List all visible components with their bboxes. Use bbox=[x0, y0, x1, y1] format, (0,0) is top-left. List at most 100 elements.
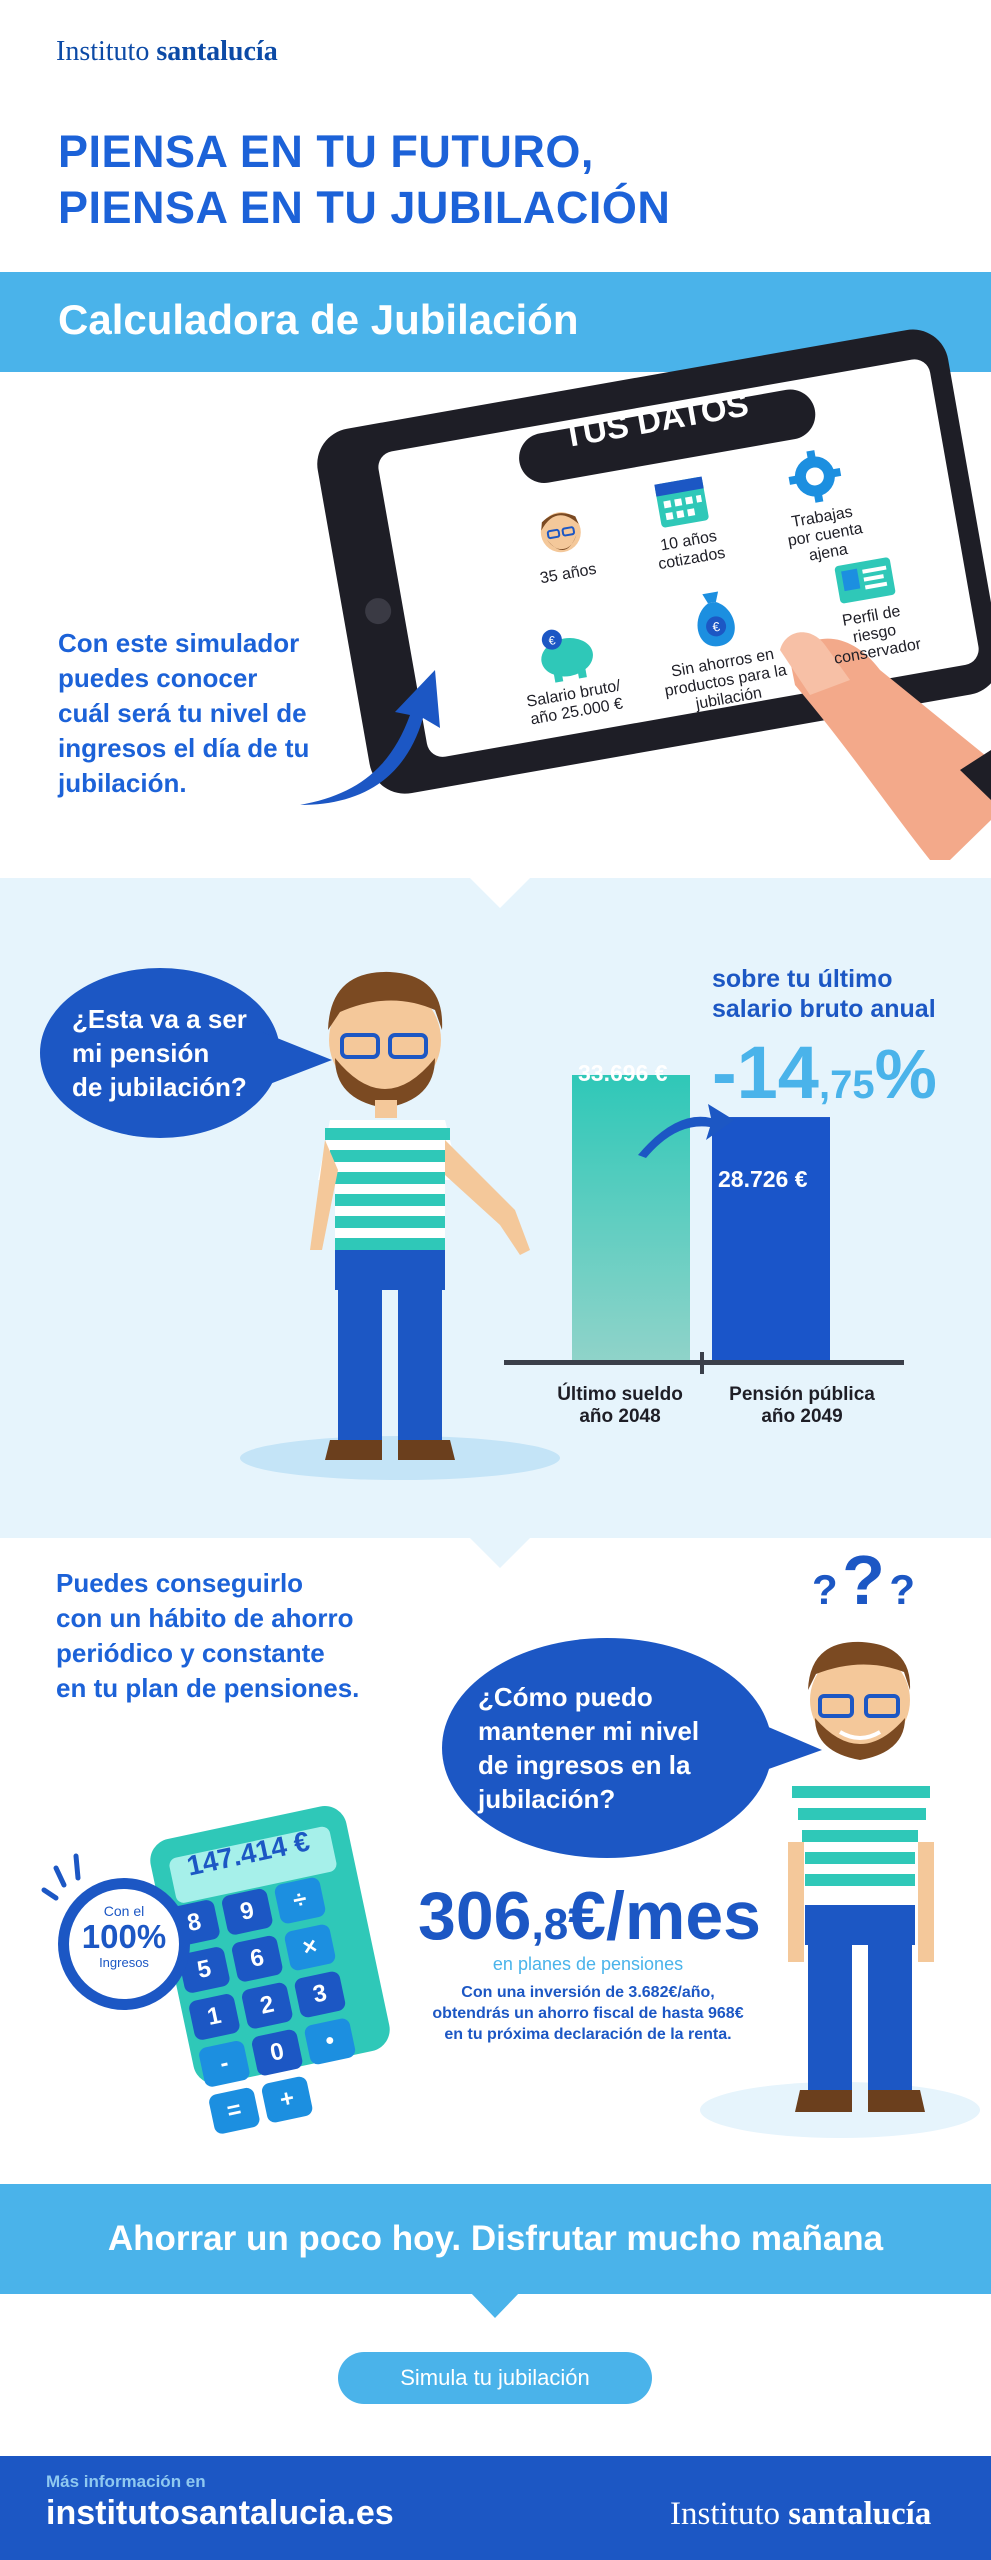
title-line-2: PIENSA EN TU JUBILACIÓN bbox=[58, 182, 671, 233]
question-mark-right: ? bbox=[889, 1566, 915, 1613]
pension-bar-chart bbox=[504, 1075, 904, 1374]
svg-text:€: € bbox=[548, 633, 557, 648]
bar2-category-label: Pensión pública año 2049 bbox=[712, 1384, 892, 1428]
bubble1-line-1: ¿Esta va a ser bbox=[72, 1004, 247, 1034]
calculator-key: - bbox=[197, 2039, 251, 2089]
title-line-1: PIENSA EN TU FUTURO, bbox=[58, 126, 594, 177]
bubble1-tail bbox=[262, 1032, 332, 1087]
badge-value: 100% bbox=[81, 1918, 167, 1955]
calculator-intro: Con este simulador puedes conocer cuál s… bbox=[58, 626, 309, 801]
calculator-title-band: Calculadora de Jubilación bbox=[0, 272, 991, 372]
calculator-key: 0 bbox=[250, 2028, 304, 2077]
bubble2-line-4: jubilación? bbox=[478, 1784, 616, 1814]
amount-main: 306 bbox=[418, 1878, 532, 1954]
calculator-key: 9 bbox=[220, 1887, 274, 1937]
brand-bold: santalucía bbox=[156, 36, 278, 67]
savings-lead-line-2: con un hábito de ahorro bbox=[56, 1603, 354, 1633]
amount-unit: €/mes bbox=[568, 1878, 761, 1954]
badge-bottom-text: Ingresos bbox=[99, 1955, 149, 1970]
calculator-key: 6 bbox=[230, 1934, 284, 1984]
calculator-key: × bbox=[283, 1923, 337, 1972]
gear-icon bbox=[788, 450, 842, 503]
svg-text:€: € bbox=[711, 619, 721, 635]
savings-lead-line-1: Puedes conseguirlo bbox=[56, 1568, 304, 1598]
piggy-bank-icon: € bbox=[541, 629, 593, 683]
pension-note-line-2: salario bruto anual bbox=[712, 995, 936, 1023]
calculator-key: 3 bbox=[293, 1970, 347, 2019]
tablet-item-employment: Trabajas por cuenta ajena bbox=[756, 439, 884, 571]
man-worried-illustration bbox=[240, 971, 560, 1480]
tablet-illustration bbox=[317, 329, 991, 860]
pension-change: -14,75% bbox=[712, 1030, 937, 1115]
income-badge: Con el 100% Ingresos bbox=[58, 1878, 190, 2010]
pension-question-bubble: ¿Esta va a ser mi pensión de jubilación? bbox=[40, 968, 280, 1138]
badge-rays-icon bbox=[41, 1853, 81, 1901]
calculator-key: 2 bbox=[240, 1981, 294, 2031]
intro-line-4: ingresos el día de tu bbox=[58, 733, 310, 763]
pension-change-unit: % bbox=[874, 1035, 937, 1113]
calculator-key: = bbox=[207, 2086, 261, 2136]
bar2-value-label: 28.726 € bbox=[718, 1166, 808, 1192]
intro-line-5: jubilación. bbox=[58, 768, 187, 798]
bar2-category-line-2: año 2049 bbox=[761, 1406, 843, 1427]
calculator-key: ÷ bbox=[273, 1876, 327, 1925]
header-brand: Instituto santalucía bbox=[56, 36, 278, 68]
pension-note-line-1: sobre tu último bbox=[712, 965, 893, 993]
bubble2-line-1: ¿Cómo puedo bbox=[478, 1682, 653, 1712]
pointer-arrow-icon bbox=[300, 670, 440, 805]
pension-change-main: -14 bbox=[712, 1031, 819, 1114]
bar1-category-line-2: año 2048 bbox=[579, 1406, 661, 1427]
bubble1-line-2: mi pensión bbox=[72, 1038, 210, 1068]
tablet-item-savings: € Sin ahorros en productos para la jubil… bbox=[636, 576, 805, 721]
slogan-notch bbox=[470, 2292, 520, 2318]
detail-line-3: en tu próxima declaración de la renta. bbox=[444, 2026, 732, 2043]
bar2-category-line-1: Pensión pública bbox=[729, 1384, 875, 1405]
question-mark-left: ? bbox=[812, 1566, 838, 1613]
slogan-band: Ahorrar un poco hoy. Disfrutar mucho mañ… bbox=[0, 2184, 991, 2294]
tablet-item-salary: € Salario bruto/ año 25.000 € bbox=[498, 614, 643, 732]
savings-lead: Puedes conseguirlo con un hábito de ahor… bbox=[56, 1566, 359, 1706]
trend-arrow-icon bbox=[638, 1104, 734, 1158]
bubble2-line-2: mantener mi nivel bbox=[478, 1716, 700, 1746]
id-card-icon bbox=[834, 557, 896, 604]
detail-line-2: obtendrás un ahorro fiscal de hasta 968€ bbox=[432, 2005, 744, 2022]
man-happy-illustration bbox=[700, 1641, 980, 2138]
chart-center-tick bbox=[700, 1352, 704, 1374]
savings-amount: 306,8€/mes bbox=[418, 1880, 761, 1971]
footer-brand: Instituto santalucía bbox=[670, 2496, 931, 2533]
bubble2-line-3: de ingresos en la bbox=[478, 1750, 691, 1780]
calculator-key: 1 bbox=[187, 1992, 242, 2042]
intro-line-3: cuál será tu nivel de bbox=[58, 698, 307, 728]
bar1-category-line-1: Último sueldo bbox=[557, 1384, 683, 1405]
page-title: PIENSA EN TU FUTURO, PIENSA EN TU JUBILA… bbox=[58, 124, 670, 236]
footer: Más información en institutosantalucia.e… bbox=[0, 2456, 991, 2560]
bar-1 bbox=[572, 1075, 690, 1360]
intro-line-1: Con este simulador bbox=[58, 628, 300, 658]
slogan-text: Ahorrar un poco hoy. Disfrutar mucho mañ… bbox=[107, 2219, 884, 2258]
section-notch-top bbox=[470, 878, 530, 908]
savings-lead-line-4: en tu plan de pensiones. bbox=[56, 1673, 360, 1703]
footer-url[interactable]: institutosantalucia.es bbox=[46, 2494, 394, 2532]
savings-question-bubble: ¿Cómo puedo mantener mi nivel de ingreso… bbox=[442, 1638, 772, 1858]
tablet-item-risk: Perfil de riesgo conservador bbox=[802, 545, 939, 671]
question-marks: ? ? ? bbox=[812, 1540, 915, 1620]
simulate-button[interactable]: Simula tu jubilación bbox=[338, 2352, 652, 2404]
tablet-item-contributed: 10 años cotizados bbox=[617, 462, 752, 578]
money-bag-icon: € bbox=[697, 591, 735, 647]
amount-subtitle: en planes de pensiones bbox=[492, 1954, 684, 1974]
detail-line-1: Con una inversión de 3.682€/año, bbox=[461, 1984, 715, 2001]
calculator-key: • bbox=[303, 2017, 357, 2066]
footer-brand-bold: santalucía bbox=[788, 2496, 932, 2532]
pension-note: sobre tu último salario bruto anual bbox=[712, 964, 936, 1024]
section-notch-2 bbox=[470, 1538, 530, 1568]
bar-2 bbox=[712, 1117, 830, 1360]
amount-decimal: ,8 bbox=[531, 1900, 569, 1949]
person-face-icon bbox=[540, 512, 581, 553]
income-badge-inner: Con el 100% Ingresos bbox=[69, 1889, 179, 1999]
pension-change-decimal: ,75 bbox=[818, 1063, 875, 1107]
calculator-title: Calculadora de Jubilación bbox=[58, 296, 579, 343]
footer-more-info: Más información en bbox=[46, 2472, 206, 2491]
savings-lead-line-3: periódico y constante bbox=[56, 1638, 325, 1668]
tablet-item-age: 35 años bbox=[502, 496, 624, 593]
bar1-category-label: Último sueldo año 2048 bbox=[540, 1384, 700, 1428]
